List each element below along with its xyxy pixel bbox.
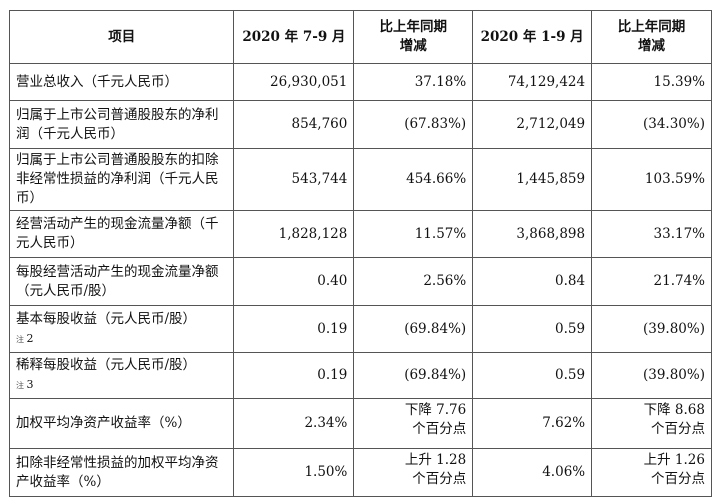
ytd-value: 74,129,424	[472, 63, 593, 101]
header-q3-change: 比上年同期增减	[353, 10, 474, 64]
financial-summary-table: 项目 2020 年 7-9 月 比上年同期增减 2020 年 1-9 月 比上年…	[8, 10, 712, 497]
ytd-value: 7.62%	[472, 398, 593, 449]
row-item: 营业总收入（千元人民币）	[8, 63, 235, 101]
ytd-change: 上升 1.26 个百分点	[591, 448, 712, 497]
q3-change: (69.84%)	[353, 352, 474, 399]
q3-change: 2.56%	[353, 257, 474, 306]
row-item-label: 归属于上市公司普通股股东的净利润（千元人民币）	[16, 106, 219, 142]
row-item: 稀释每股收益（元人民币/股） 注 3	[8, 352, 235, 399]
ytd-value: 2,712,049	[472, 100, 593, 149]
table-row: 经营活动产生的现金流量净额（千元人民币） 1,828,128 11.57% 3,868…	[8, 210, 712, 258]
header-item: 项目	[8, 10, 235, 64]
q3-value: 0.40	[233, 257, 355, 306]
row-item-label: 加权平均净资产收益率（%）	[16, 415, 191, 431]
ytd-change: 下降 8.68 个百分点	[591, 398, 712, 449]
ytd-change: 33.17%	[591, 210, 712, 258]
ytd-change: (39.80%)	[591, 305, 712, 353]
footnote-marker: 注 2	[16, 331, 34, 345]
ytd-value: 0.59	[472, 305, 593, 353]
ytd-change: 21.74%	[591, 257, 712, 306]
header-ytd-change: 比上年同期增减	[591, 10, 712, 64]
ytd-value: 4.06%	[472, 448, 593, 497]
table-row: 加权平均净资产收益率（%） 2.34% 下降 7.76 个百分点 7.62% 下降 8.…	[8, 398, 712, 449]
q3-change: (69.84%)	[353, 305, 474, 353]
row-item-label: 基本每股收益（元人民币/股）	[16, 310, 197, 327]
ytd-value: 1,445,859	[472, 148, 593, 211]
q3-change: 11.57%	[353, 210, 474, 258]
row-item-label: 经营活动产生的现金流量净额（千元人民币）	[16, 216, 219, 251]
q3-value: 2.34%	[233, 398, 355, 449]
table-row: 基本每股收益（元人民币/股） 注 2 0.19 (69.84%) 0.59 (39.80%…	[8, 305, 712, 353]
q3-value: 1,828,128	[233, 210, 355, 258]
table-row: 每股经营活动产生的现金流量净额（元人民币/股） 0.40 2.56% 0.84 21.7…	[8, 257, 712, 306]
footnote-marker: 注 3	[16, 378, 34, 391]
q3-value: 854,760	[233, 100, 355, 149]
ytd-change: 103.59%	[591, 148, 712, 211]
table-row: 稀释每股收益（元人民币/股） 注 3 0.19 (69.84%) 0.59 (39.80%…	[8, 352, 712, 399]
q3-change: 上升 1.28 个百分点	[353, 448, 474, 497]
ytd-value: 0.59	[472, 352, 593, 399]
row-item-label: 营业总收入（千元人民币）	[16, 73, 178, 90]
row-item: 归属于上市公司普通股股东的扣除非经常性损益的净利润（千元人民币）	[8, 148, 235, 211]
ytd-value: 3,868,898	[472, 210, 593, 258]
row-item: 归属于上市公司普通股股东的净利润（千元人民币）	[8, 100, 235, 149]
row-item-label: 稀释每股收益（元人民币/股）	[16, 357, 197, 373]
q3-change: 454.66%	[353, 148, 474, 211]
q3-change: 下降 7.76 个百分点	[353, 398, 474, 449]
table-row: 归属于上市公司普通股股东的扣除非经常性损益的净利润（千元人民币） 543,744 4…	[8, 148, 712, 211]
q3-value: 26,930,051	[233, 63, 355, 101]
ytd-value: 0.84	[472, 257, 593, 306]
row-item-label: 扣除非经常性损益的加权平均净资产收益率（%）	[16, 454, 219, 490]
q3-change: (67.83%)	[353, 100, 474, 149]
ytd-change: 15.39%	[591, 63, 712, 101]
header-q3: 2020 年 7-9 月	[233, 10, 355, 64]
table-row: 归属于上市公司普通股股东的净利润（千元人民币） 854,760 (67.83%) 2,…	[8, 100, 712, 149]
q3-change: 37.18%	[353, 63, 474, 101]
table-row: 营业总收入（千元人民币） 26,930,051 37.18% 74,129,424 15…	[8, 63, 712, 101]
q3-value: 0.19	[233, 305, 355, 353]
table-row: 扣除非经常性损益的加权平均净资产收益率（%） 1.50% 上升 1.28 个百分点 4…	[8, 448, 712, 497]
row-item-label: 归属于上市公司普通股股东的扣除非经常性损益的净利润（千元人民币）	[16, 152, 219, 206]
row-item: 经营活动产生的现金流量净额（千元人民币）	[8, 210, 235, 258]
q3-value: 543,744	[233, 148, 355, 211]
q3-value: 1.50%	[233, 448, 355, 497]
header-row: 项目 2020 年 7-9 月 比上年同期增减 2020 年 1-9 月 比上年…	[8, 10, 712, 64]
row-item: 扣除非经常性损益的加权平均净资产收益率（%）	[8, 448, 235, 497]
row-item: 基本每股收益（元人民币/股） 注 2	[8, 305, 235, 353]
header-ytd: 2020 年 1-9 月	[472, 10, 593, 64]
ytd-change: (34.30%)	[591, 100, 712, 149]
row-item: 加权平均净资产收益率（%）	[8, 398, 235, 449]
row-item: 每股经营活动产生的现金流量净额（元人民币/股）	[8, 257, 235, 306]
ytd-change: (39.80%)	[591, 352, 712, 399]
q3-value: 0.19	[233, 352, 355, 399]
row-item-label: 每股经营活动产生的现金流量净额（元人民币/股）	[16, 263, 219, 299]
